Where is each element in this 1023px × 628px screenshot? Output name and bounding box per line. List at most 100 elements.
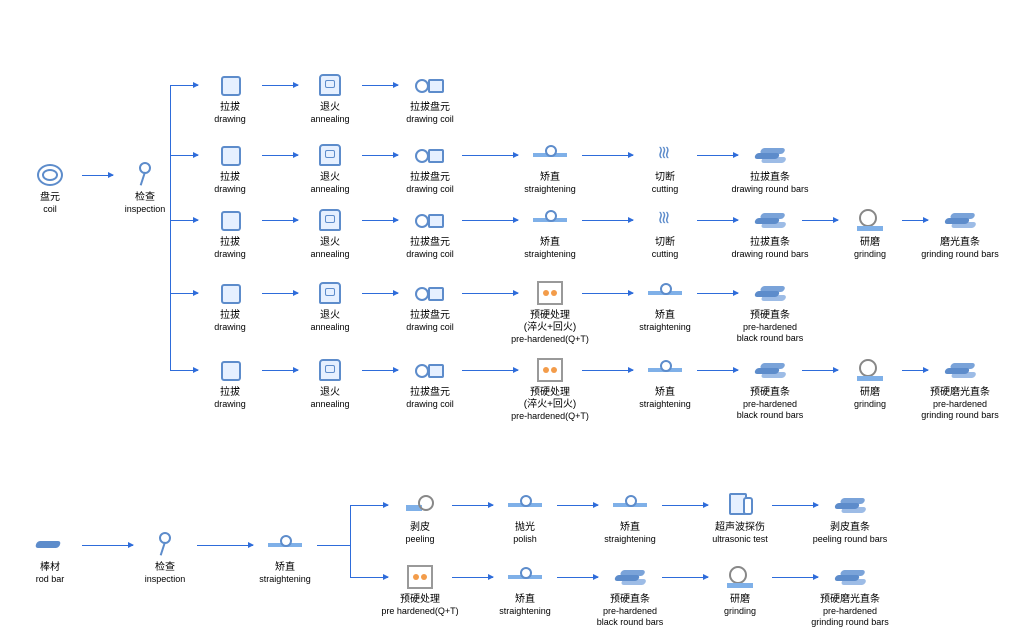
node-r2_cut: 切断cutting: [625, 140, 705, 195]
label-en2: pre-hardened: [810, 606, 890, 617]
node-r3_cut: 切断cutting: [625, 205, 705, 260]
branch-arrow: [350, 505, 388, 506]
arrow: [362, 293, 398, 294]
label-cn: 检查: [105, 192, 185, 204]
arrow: [82, 545, 133, 546]
label-cn: 矫直: [510, 237, 590, 249]
label-cn: 切断: [625, 172, 705, 184]
label-cn: 退火: [290, 102, 370, 114]
draw-icon: [190, 278, 270, 308]
label-en: drawing round bars: [730, 249, 810, 260]
bars-icon: [810, 490, 890, 520]
label-cn: 拉拔: [190, 387, 270, 399]
arrow: [802, 220, 838, 221]
label-cn: 退火: [290, 310, 370, 322]
label-cn: 超声波探伤: [700, 522, 780, 534]
node-insp1: 检查inspection: [105, 160, 185, 215]
node-b1_peel: 剥皮peeling: [380, 490, 460, 545]
label-cn: 拉拔: [190, 102, 270, 114]
node-r5_draw: 拉拔drawing: [190, 355, 270, 410]
grind-icon: [830, 205, 910, 235]
node-rod: 棒材rod bar: [10, 530, 90, 585]
branch-arrow: [170, 220, 198, 221]
grind-icon: [830, 355, 910, 385]
label-en2: pre-hardened: [590, 606, 670, 617]
label-cn: 研磨: [830, 237, 910, 249]
arrow: [802, 370, 838, 371]
label-cn: 盘元: [10, 192, 90, 204]
label-en: drawing: [190, 114, 270, 125]
bars-icon: [590, 562, 670, 592]
label-en: grinding: [700, 606, 780, 617]
label-cn: 剥皮直条: [810, 522, 890, 534]
node-b2_str: 矫直straightening: [485, 562, 565, 617]
bars-icon: [730, 355, 810, 385]
ut-icon: [700, 490, 780, 520]
label-en2: pre-hardened: [730, 322, 810, 333]
label-cn: 剥皮: [380, 522, 460, 534]
label-en: straightening: [485, 606, 565, 617]
arrow: [902, 370, 928, 371]
bars-icon: [920, 355, 1000, 385]
arrow: [557, 577, 598, 578]
label-cn: 拉拔盘元: [390, 387, 470, 399]
label-en: coil: [10, 204, 90, 215]
label-cn: 预硬直条: [590, 594, 670, 606]
branch-arrow: [170, 370, 198, 371]
label-cn: 拉拔: [190, 237, 270, 249]
label-cn: 预硬直条: [730, 310, 810, 322]
label-cn: 矫直: [625, 310, 705, 322]
label-cn: 退火: [290, 387, 370, 399]
label-cn: 矫直: [590, 522, 670, 534]
branch-vline: [170, 85, 171, 370]
arrow: [697, 155, 738, 156]
label-cn: 研磨: [830, 387, 910, 399]
arrow: [362, 155, 398, 156]
node-r5_ann: 退火annealing: [290, 355, 370, 410]
label-en: straightening: [510, 249, 590, 260]
bars-icon: [920, 205, 1000, 235]
node-r2_bars: 拉拔直条drawing round bars: [730, 140, 810, 195]
node-r1_dcoil: 拉拔盘元drawing coil: [390, 70, 470, 125]
node-r4_ann: 退火annealing: [290, 278, 370, 333]
label-en: drawing coil: [390, 114, 470, 125]
label-en: drawing: [190, 249, 270, 260]
anneal-icon: [290, 140, 370, 170]
branch-vline: [350, 505, 351, 577]
label-en: inspection: [105, 204, 185, 215]
node-r5_grind: 研磨grinding: [830, 355, 910, 410]
node-b_str: 矫直straightening: [245, 530, 325, 585]
bars-icon: [730, 205, 810, 235]
label-en: black round bars: [730, 333, 810, 344]
node-r5_dcoil: 拉拔盘元drawing coil: [390, 355, 470, 410]
label-en: annealing: [290, 114, 370, 125]
arrow: [262, 85, 298, 86]
label-cn: 拉拔: [190, 172, 270, 184]
label-cn: 切断: [625, 237, 705, 249]
label-cn: 矫直: [510, 172, 590, 184]
node-r3_dcoil: 拉拔盘元drawing coil: [390, 205, 470, 260]
label-en: drawing coil: [390, 184, 470, 195]
branch-arrow: [350, 577, 388, 578]
draw-icon: [190, 355, 270, 385]
label-en: drawing coil: [390, 249, 470, 260]
anneal-icon: [290, 278, 370, 308]
arrow: [772, 577, 818, 578]
arrow: [452, 577, 493, 578]
label-cn: 研磨: [700, 594, 780, 606]
label-en2: pre-hardened: [920, 399, 1000, 410]
node-r4_dcoil: 拉拔盘元drawing coil: [390, 278, 470, 333]
label-cn: 拉拔直条: [730, 172, 810, 184]
label-en: rod bar: [10, 574, 90, 585]
dcoil-icon: [390, 355, 470, 385]
node-r4_draw: 拉拔drawing: [190, 278, 270, 333]
straight-icon: [510, 205, 590, 235]
coil-icon: [10, 160, 90, 190]
label-cn: 拉拔盘元: [390, 172, 470, 184]
label-cn: 退火: [290, 237, 370, 249]
bars-icon: [730, 140, 810, 170]
label-cn: 棒材: [10, 562, 90, 574]
label-en: pre-hardened(Q+T): [510, 334, 590, 345]
arrow: [697, 370, 738, 371]
label-en: drawing: [190, 184, 270, 195]
